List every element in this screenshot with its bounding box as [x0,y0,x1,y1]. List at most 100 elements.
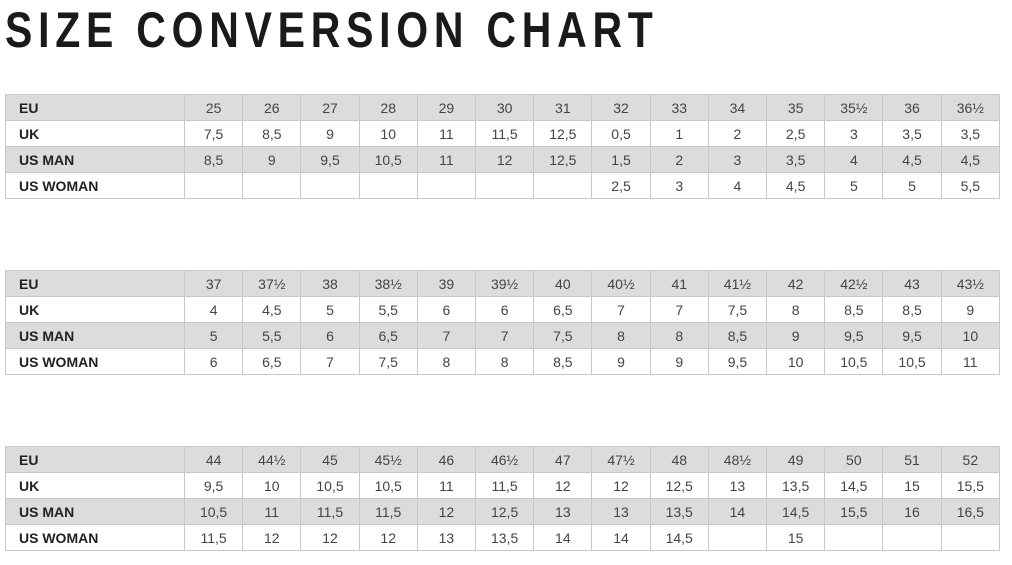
size-cell: 1,5 [591,146,651,173]
size-cell [824,524,884,551]
size-cell: 32 [591,94,651,121]
size-cell: 16 [882,498,942,525]
size-cell [242,172,302,199]
size-cell: 2 [649,146,709,173]
size-cell: 8,5 [824,296,884,323]
size-cell: 44 [183,446,244,473]
size-cell: 28 [358,94,418,121]
size-cell: 10,5 [300,472,360,499]
size-cell: 10 [940,322,1001,349]
size-cell: 11,5 [475,120,535,147]
size-cell: 4 [183,296,244,323]
size-cell: 39 [416,270,477,297]
size-cell [882,524,942,551]
size-cell: 15 [882,472,942,499]
size-cell: 7 [416,322,477,349]
row-label: UK [5,296,185,323]
size-cell [416,172,477,199]
page-title: SIZE CONVERSION CHART [5,2,659,58]
size-cell: 13,5 [475,524,535,551]
size-cell: 11 [940,348,1001,375]
table-row-us-woman: US WOMAN 2,5 3 4 4,5 5 5 5,5 [5,172,1001,199]
size-cell: 6 [475,296,535,323]
size-cell: 10 [242,472,302,499]
size-cell: 7,5 [533,322,593,349]
size-cell: 10 [766,348,826,375]
size-cell [940,524,1001,551]
size-cell: 14,5 [766,498,826,525]
size-cell: 14,5 [649,524,709,551]
table-row-eu: EU 44 44½ 45 45½ 46 46½ 47 47½ 48 48½ 49 50 51 52 [5,446,1001,473]
row-label: US WOMAN [5,172,185,199]
size-cell: 7 [649,296,709,323]
size-cell: 2,5 [591,172,651,199]
size-cell: 41½ [707,270,768,297]
size-cell: 3 [824,120,884,147]
size-cell: 6 [300,322,360,349]
size-cell: 37½ [242,270,302,297]
size-cell: 11,5 [300,498,360,525]
size-cell: 5 [300,296,360,323]
size-cell: 38 [300,270,360,297]
size-cell: 12 [591,472,651,499]
size-cell: 36½ [940,94,1001,121]
size-cell: 11 [416,146,477,173]
size-cell: 10,5 [358,472,418,499]
table-row-eu: EU 37 37½ 38 38½ 39 39½ 40 40½ 41 41½ 42 42½ 43 43½ [5,270,1001,297]
size-cell: 45½ [358,446,418,473]
size-cell: 9,5 [882,322,942,349]
row-label: US MAN [5,146,185,173]
size-cell [358,172,418,199]
size-cell: 4,5 [882,146,942,173]
size-cell: 30 [475,94,535,121]
size-cell: 48 [649,446,709,473]
size-cell: 8 [649,322,709,349]
size-cell: 6 [183,348,244,375]
size-cell: 11,5 [358,498,418,525]
size-cell: 2,5 [766,120,826,147]
table-row-us-man: US MAN 5 5,5 6 6,5 7 7 7,5 8 8 8,5 9 9,5 9,5 10 [5,322,1001,349]
row-label: EU [5,94,185,121]
size-cell: 3 [707,146,768,173]
size-cell: 15,5 [940,472,1001,499]
size-cell: 45 [300,446,360,473]
size-cell: 34 [707,94,768,121]
size-cell: 13 [533,498,593,525]
row-label: US MAN [5,322,185,349]
row-label: US WOMAN [5,524,185,551]
size-cell: 8,5 [882,296,942,323]
size-cell: 7 [300,348,360,375]
size-cell: 5,5 [358,296,418,323]
size-cell: 25 [183,94,244,121]
size-cell: 27 [300,94,360,121]
size-cell: 3 [649,172,709,199]
size-cell: 2 [707,120,768,147]
size-cell: 49 [766,446,826,473]
row-label: EU [5,446,185,473]
size-cell: 13 [416,524,477,551]
size-cell: 43 [882,270,942,297]
size-cell: 9 [649,348,709,375]
size-cell: 8,5 [533,348,593,375]
table-row-uk: UK 9,5 10 10,5 10,5 11 11,5 12 12 12,5 13 13,5 14,5 1… [5,472,1001,499]
size-cell: 11,5 [475,472,535,499]
size-cell: 13,5 [766,472,826,499]
table-row-us-woman: US WOMAN 6 6,5 7 7,5 8 8 8,5 9 9 9,5 10 10,5 10,5 11 [5,348,1001,375]
size-cell: 7,5 [358,348,418,375]
table-row-uk: UK 4 4,5 5 5,5 6 6 6,5 7 7 7,5 8 8,5 8,5 9 [5,296,1001,323]
size-cell: 11 [242,498,302,525]
size-cell: 8 [416,348,477,375]
size-cell: 4,5 [940,146,1001,173]
size-cell: 36 [882,94,942,121]
size-cell: 4 [707,172,768,199]
size-cell: 31 [533,94,593,121]
size-cell: 12 [475,146,535,173]
size-cell: 26 [242,94,302,121]
size-cell: 14,5 [824,472,884,499]
size-cell: 52 [940,446,1001,473]
size-table-2: EU 37 37½ 38 38½ 39 39½ 40 40½ 41 41½ 42 42½ 43 43½ UK 4… [5,270,1001,375]
size-cell: 6,5 [242,348,302,375]
size-cell: 13 [591,498,651,525]
size-cell: 7,5 [707,296,768,323]
size-cell: 40 [533,270,593,297]
